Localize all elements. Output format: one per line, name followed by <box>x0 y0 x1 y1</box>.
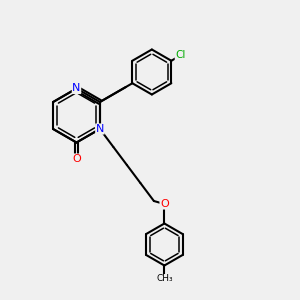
Text: N: N <box>96 124 104 134</box>
Text: Cl: Cl <box>175 50 186 61</box>
Text: O: O <box>72 154 81 164</box>
Text: CH₃: CH₃ <box>156 274 173 284</box>
Text: N: N <box>72 83 81 94</box>
Text: O: O <box>160 199 169 209</box>
